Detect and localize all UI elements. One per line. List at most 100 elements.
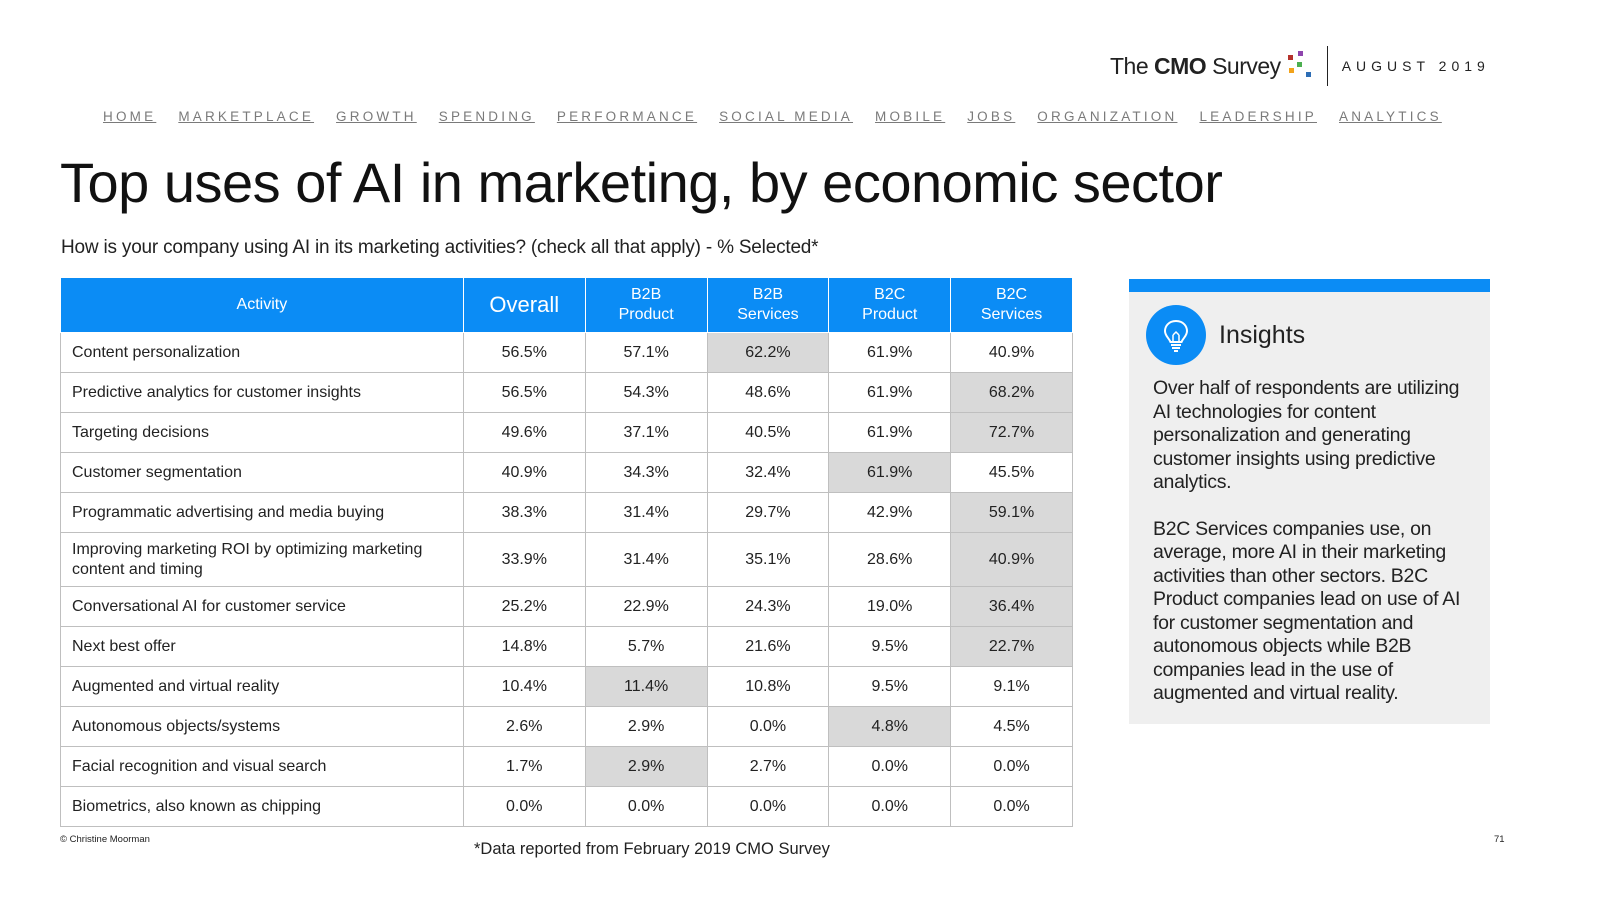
top-navigation: HOME MARKETPLACE GROWTH SPENDING PERFORMANCE… <box>103 109 1464 124</box>
overall-cell: 0.0% <box>462 786 586 827</box>
table-body: Content personalization 56.5% 57.1% 62.2% 61… <box>60 332 1073 827</box>
page-title: Top uses of AI in marketing, by economic… <box>60 151 1223 214</box>
nav-link-growth[interactable]: GROWTH <box>336 109 417 124</box>
activity-cell: Biometrics, also known as chipping <box>60 786 464 827</box>
activity-cell: Facial recognition and visual search <box>60 746 464 787</box>
sector-value-cell: 24.3% <box>706 586 830 627</box>
sector-value-cell: 40.5% <box>706 412 830 453</box>
sector-value-cell: 40.9% <box>950 332 1073 373</box>
ai-uses-table: Activity Overall B2B Product B2B Services … <box>60 277 1073 827</box>
overall-cell: 40.9% <box>462 452 586 493</box>
activity-cell: Conversational AI for customer service <box>60 586 464 627</box>
insights-panel: Insights Over half of respondents are ut… <box>1129 279 1490 724</box>
table-row: Facial recognition and visual search 1.7%… <box>60 746 1073 787</box>
sector-value-cell: 9.5% <box>828 626 952 667</box>
table-row: Next best offer 14.8% 5.7% 21.6% 9.5% 22.7% <box>60 626 1073 667</box>
sector-value-cell: 28.6% <box>828 532 952 587</box>
table-row: Conversational AI for customer service 25… <box>60 586 1073 627</box>
sector-value-cell: 31.4% <box>584 532 708 587</box>
sector-value-cell: 2.9% <box>584 746 708 787</box>
sector-value-cell: 22.7% <box>950 626 1073 667</box>
sector-value-cell: 4.5% <box>950 706 1073 747</box>
lightbulb-icon <box>1146 305 1206 365</box>
report-date: AUGUST 2019 <box>1341 58 1490 74</box>
sector-value-cell: 35.1% <box>706 532 830 587</box>
sector-value-cell: 2.9% <box>584 706 708 747</box>
nav-link-spending[interactable]: SPENDING <box>438 109 535 124</box>
table-row: Content personalization 56.5% 57.1% 62.2% 61… <box>60 332 1073 373</box>
header-b2c-product: B2C Product <box>828 277 952 333</box>
logo-dots-icon <box>1285 51 1315 81</box>
sector-value-cell: 31.4% <box>584 492 708 533</box>
sector-value-cell: 32.4% <box>706 452 830 493</box>
sector-value-cell: 9.1% <box>950 666 1073 707</box>
sector-value-cell: 19.0% <box>828 586 952 627</box>
nav-link-mobile[interactable]: MOBILE <box>875 109 946 124</box>
table-row: Biometrics, also known as chipping 0.0% 0.… <box>60 786 1073 827</box>
nav-link-leadership[interactable]: LEADERSHIP <box>1199 109 1317 124</box>
nav-link-marketplace[interactable]: MARKETPLACE <box>178 109 315 124</box>
sector-value-cell: 4.8% <box>828 706 952 747</box>
nav-link-analytics[interactable]: ANALYTICS <box>1338 109 1442 124</box>
insight-paragraph: B2C Services companies use, on average, … <box>1153 517 1461 705</box>
page-subtitle: How is your company using AI in its mark… <box>61 237 819 258</box>
footnote: *Data reported from February 2019 CMO Su… <box>474 840 830 858</box>
sector-value-cell: 57.1% <box>584 332 708 373</box>
sector-value-cell: 48.6% <box>706 372 830 413</box>
activity-cell: Next best offer <box>60 626 464 667</box>
table-row: Augmented and virtual reality 10.4% 11.4% 1… <box>60 666 1073 707</box>
nav-link-performance[interactable]: PERFORMANCE <box>556 109 698 124</box>
table-row: Autonomous objects/systems 2.6% 2.9% 0.0% 4.… <box>60 706 1073 747</box>
table-row: Programmatic advertising and media buyin… <box>60 492 1073 533</box>
sector-value-cell: 59.1% <box>950 492 1073 533</box>
sector-value-cell: 37.1% <box>584 412 708 453</box>
table-row: Targeting decisions 49.6% 37.1% 40.5% 61.9% 7… <box>60 412 1073 453</box>
header-b2b-product: B2B Product <box>584 277 708 333</box>
activity-cell: Targeting decisions <box>60 412 464 453</box>
nav-link-jobs[interactable]: JOBS <box>967 109 1016 124</box>
sector-value-cell: 22.9% <box>584 586 708 627</box>
activity-cell: Augmented and virtual reality <box>60 666 464 707</box>
brand-header: The CMO Survey AUGUST 2019 <box>1110 46 1490 86</box>
cmo-survey-logo[interactable]: The CMO Survey <box>1110 52 1281 79</box>
sector-value-cell: 9.5% <box>828 666 952 707</box>
table-row: Predictive analytics for customer insigh… <box>60 372 1073 413</box>
sector-value-cell: 0.0% <box>950 786 1073 827</box>
insights-text: Over half of respondents are utilizing A… <box>1153 377 1472 706</box>
sector-value-cell: 61.9% <box>828 452 952 493</box>
sector-value-cell: 34.3% <box>584 452 708 493</box>
sector-value-cell: 0.0% <box>950 746 1073 787</box>
overall-cell: 38.3% <box>462 492 586 533</box>
table-header-row: Activity Overall B2B Product B2B Services … <box>60 277 1073 333</box>
nav-link-organization[interactable]: ORGANIZATION <box>1037 109 1178 124</box>
sector-value-cell: 5.7% <box>584 626 708 667</box>
overall-cell: 33.9% <box>462 532 586 587</box>
table-row: Customer segmentation 40.9% 34.3% 32.4% 61.9… <box>60 452 1073 493</box>
activity-cell: Autonomous objects/systems <box>60 706 464 747</box>
activity-cell: Improving marketing ROI by optimizing ma… <box>60 532 464 587</box>
sector-value-cell: 0.0% <box>584 786 708 827</box>
sector-value-cell: 11.4% <box>584 666 708 707</box>
overall-cell: 1.7% <box>462 746 586 787</box>
sector-value-cell: 61.9% <box>828 412 952 453</box>
insights-header: Insights <box>1146 305 1490 365</box>
table-row: Improving marketing ROI by optimizing ma… <box>60 532 1073 587</box>
nav-link-home[interactable]: HOME <box>103 109 157 124</box>
nav-link-social-media[interactable]: SOCIAL MEDIA <box>719 109 854 124</box>
brand-divider <box>1326 46 1328 86</box>
activity-cell: Customer segmentation <box>60 452 464 493</box>
sector-value-cell: 10.8% <box>706 666 830 707</box>
insight-paragraph: Over half of respondents are utilizing A… <box>1153 377 1460 493</box>
header-overall: Overall <box>462 277 586 333</box>
overall-cell: 56.5% <box>462 372 586 413</box>
copyright: © Christine Moorman <box>60 834 150 845</box>
sector-value-cell: 54.3% <box>584 372 708 413</box>
activity-cell: Programmatic advertising and media buyin… <box>60 492 464 533</box>
sector-value-cell: 0.0% <box>828 786 952 827</box>
header-activity: Activity <box>60 277 464 333</box>
sector-value-cell: 0.0% <box>706 786 830 827</box>
sector-value-cell: 0.0% <box>706 706 830 747</box>
sector-value-cell: 72.7% <box>950 412 1073 453</box>
activity-cell: Predictive analytics for customer insigh… <box>60 372 464 413</box>
overall-cell: 25.2% <box>462 586 586 627</box>
